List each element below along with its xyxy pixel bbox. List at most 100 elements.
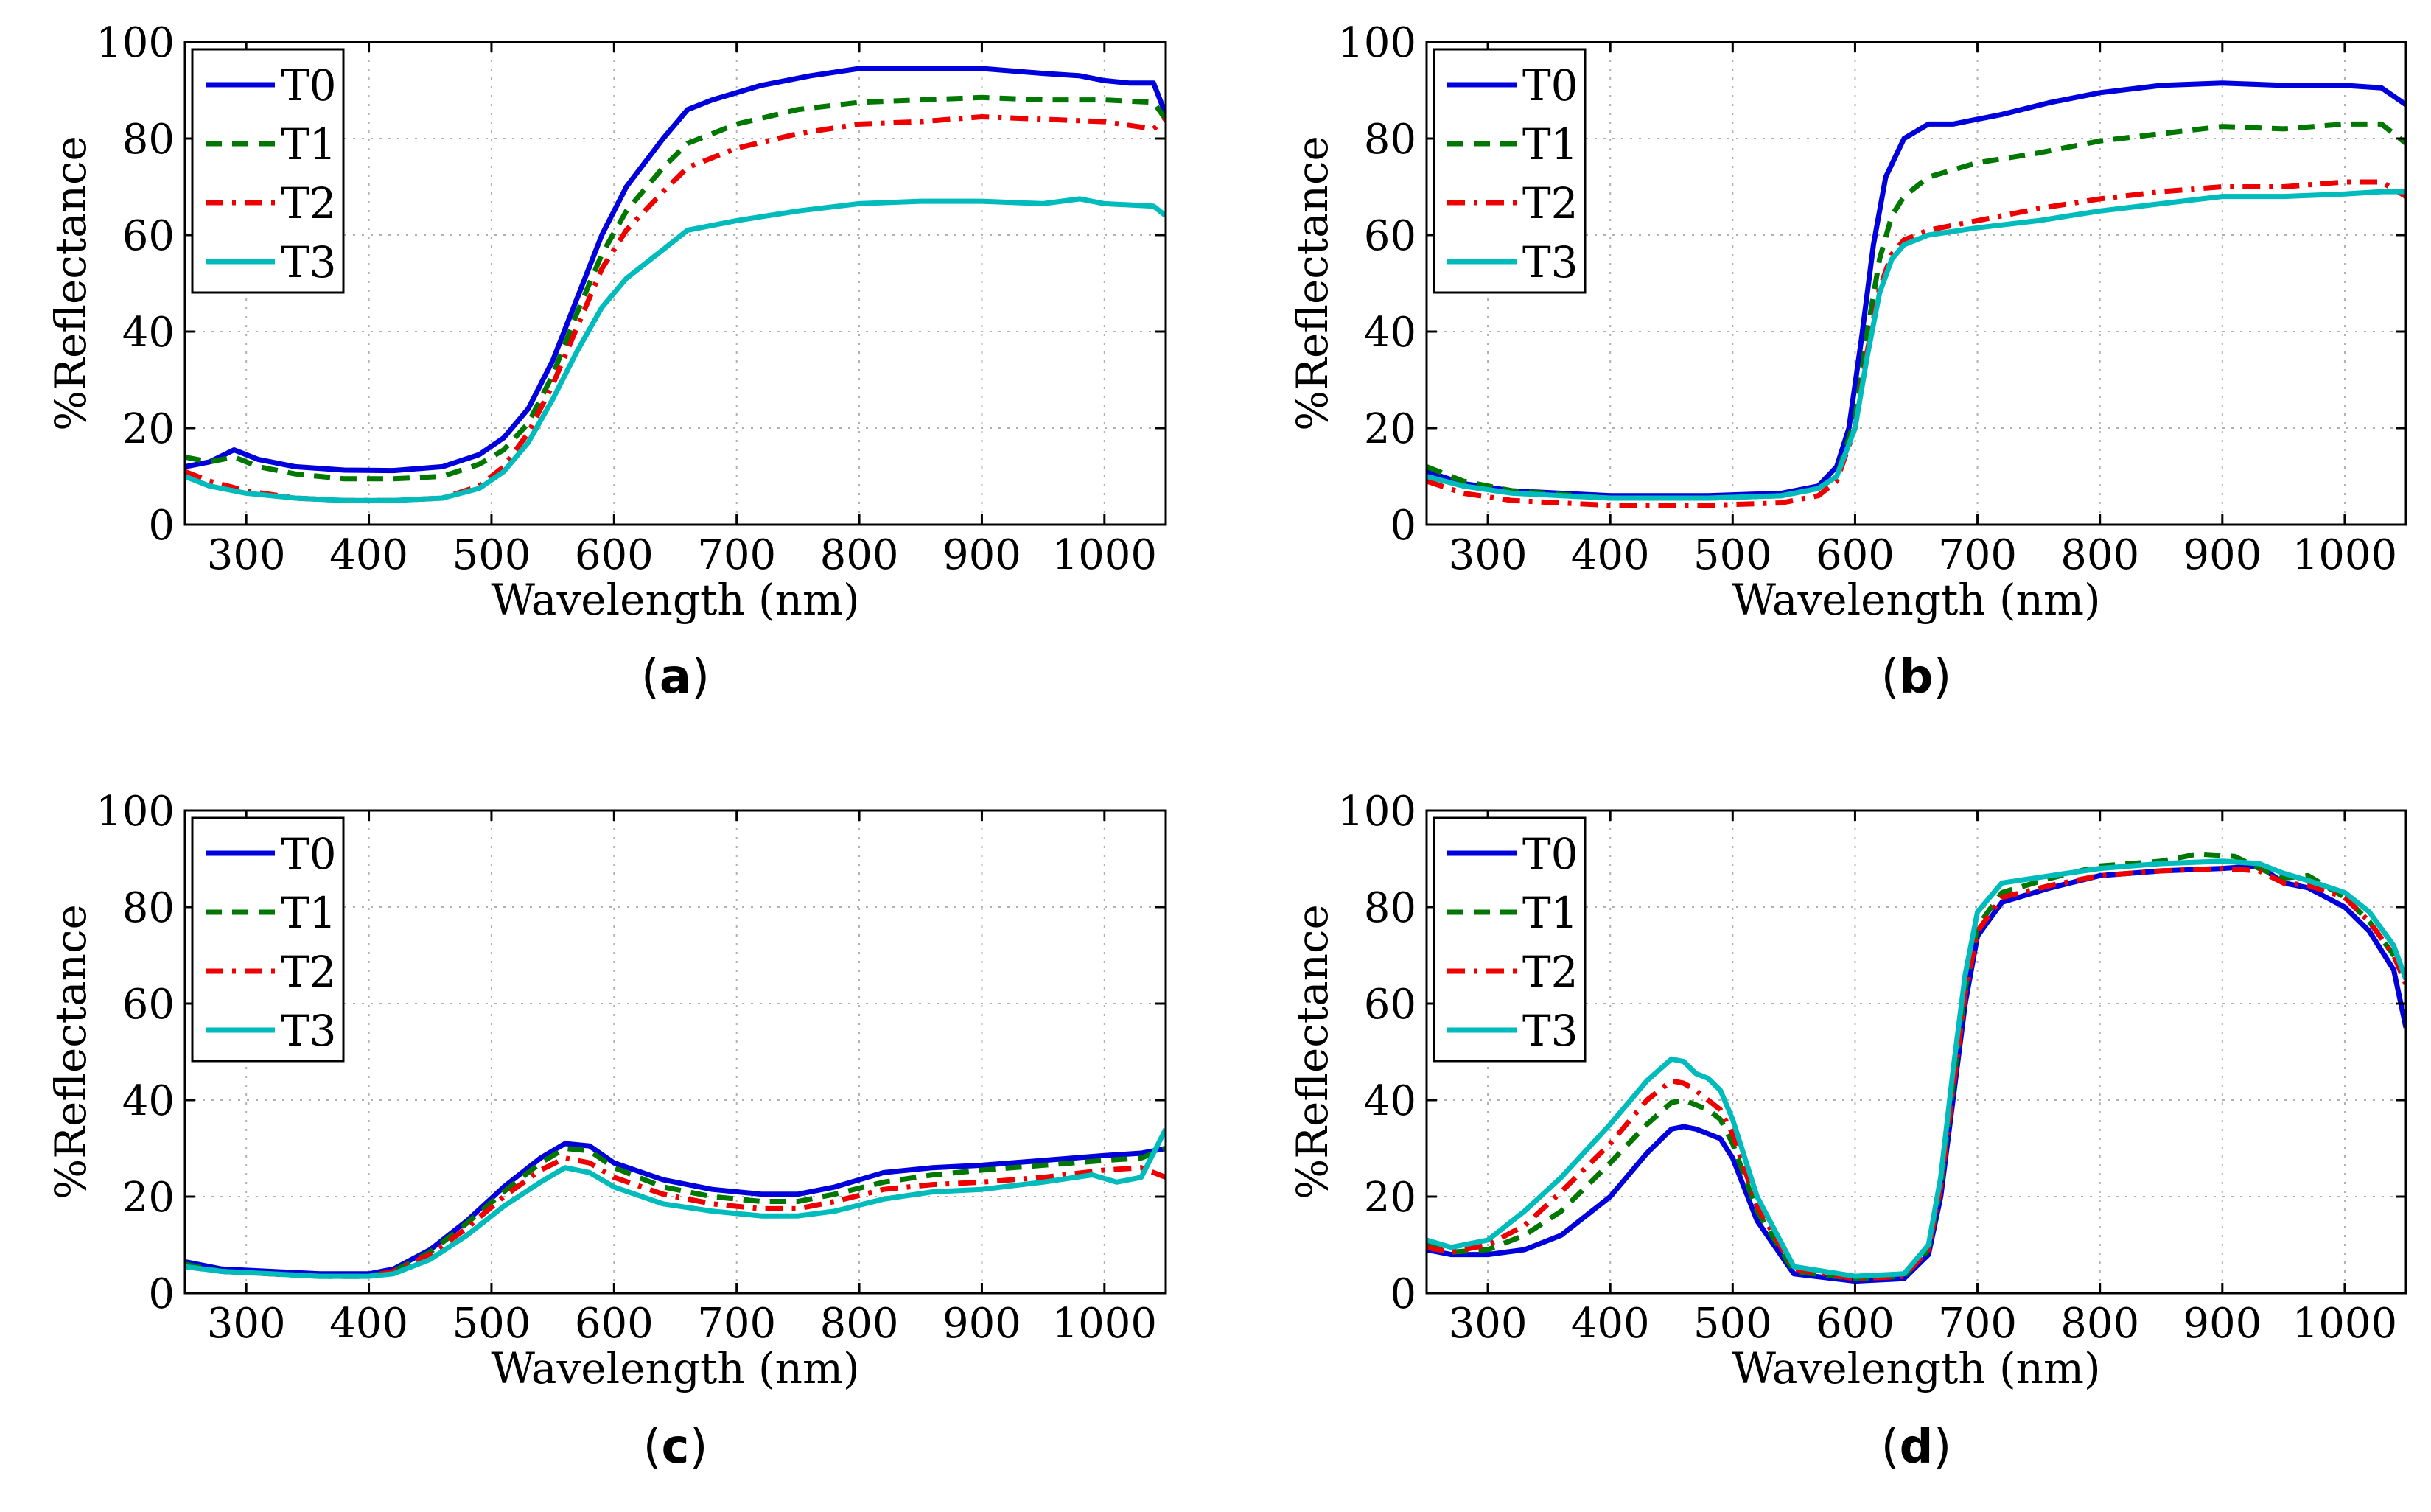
legend-label-t0: T0 — [1522, 60, 1578, 111]
y-tick-label: 100 — [96, 788, 175, 836]
y-tick-label: 40 — [122, 1077, 175, 1125]
x-tick-label: 1000 — [1052, 1300, 1158, 1348]
legend-c: T0 T1 T2 T3 — [191, 816, 345, 1063]
y-tick-label: 20 — [122, 1174, 175, 1222]
x-tick-label: 600 — [1816, 531, 1895, 579]
x-tick-label: 300 — [207, 531, 286, 579]
legend-b: T0 T1 T2 T3 — [1433, 48, 1587, 294]
series-group-a — [185, 66, 1166, 503]
series-line-t2 — [1427, 179, 2406, 508]
series-line-t2 — [185, 1155, 1166, 1279]
x-axis-label: Wavelength (nm) — [491, 575, 859, 625]
y-tick-label: 20 — [1364, 405, 1416, 453]
x-tick-label: 800 — [2060, 531, 2139, 579]
y-tick-label: 60 — [122, 212, 175, 260]
y-tick-label: 0 — [1390, 1270, 1416, 1318]
series-line-t1 — [185, 94, 1166, 482]
y-tick-label: 100 — [1337, 19, 1416, 67]
legend-label-t2: T2 — [281, 178, 337, 228]
x-tick-label: 400 — [329, 531, 408, 579]
x-tick-label: 500 — [452, 1300, 531, 1348]
x-tick-label: 1000 — [1052, 531, 1158, 579]
legend-label-t1: T1 — [1522, 888, 1578, 938]
x-tick-label: 700 — [1938, 1300, 2017, 1348]
x-tick-label: 900 — [2183, 531, 2262, 579]
x-tick-label: 800 — [820, 1300, 899, 1348]
legend-box — [1433, 48, 1587, 294]
series-group-c — [185, 1127, 1166, 1279]
y-tick-label: 80 — [122, 116, 175, 164]
y-tick-label: 0 — [1390, 502, 1416, 550]
series-line-t0 — [185, 1141, 1166, 1277]
panel-caption-c: (c) — [643, 1420, 708, 1474]
series-line-t1 — [185, 1146, 1166, 1279]
legend-label-t1: T1 — [1522, 119, 1578, 169]
panel-a: 300 400 500 600 700 800 900 1000 0 20 40 60 80 100 Wav… — [46, 19, 1167, 704]
x-tick-label: 300 — [1449, 531, 1528, 579]
legend-label-t3: T3 — [281, 1006, 337, 1056]
y-axis-label: %Reflectance — [1287, 136, 1337, 431]
y-tick-label: 0 — [148, 1270, 175, 1318]
x-axis-label: Wavelength (nm) — [491, 1343, 859, 1393]
series-group-d — [1427, 851, 2406, 1284]
series-line-t3 — [1427, 189, 2406, 501]
y-axis-label: %Reflectance — [46, 136, 96, 431]
axes-frame — [1425, 41, 2407, 526]
x-tick-label: 900 — [942, 1300, 1021, 1348]
legend-label-t3: T3 — [281, 237, 337, 287]
panel-b: 300 400 500 600 700 800 900 1000 0 20 40 60 80 100 Wav… — [1287, 19, 2407, 704]
y-tick-label: 20 — [122, 405, 175, 453]
legend-label-t0: T0 — [281, 829, 337, 879]
x-tick-label: 800 — [2060, 1300, 2139, 1348]
x-tick-label: 500 — [452, 531, 531, 579]
x-tick-label: 1000 — [2292, 1300, 2398, 1348]
y-tick-label: 40 — [122, 309, 175, 357]
legend-label-t3: T3 — [1522, 237, 1578, 287]
x-tick-label: 700 — [697, 1300, 776, 1348]
x-tick-label: 300 — [1449, 1300, 1528, 1348]
x-tick-label: 300 — [207, 1300, 286, 1348]
legend-label-t3: T3 — [1522, 1006, 1578, 1056]
x-tick-label: 400 — [329, 1300, 408, 1348]
panel-caption-d: (d) — [1881, 1420, 1952, 1474]
legend-box — [191, 48, 345, 294]
x-tick-label: 700 — [697, 531, 776, 579]
series-line-t3 — [185, 1127, 1166, 1279]
x-tick-label: 900 — [2183, 1300, 2262, 1348]
x-axis-label: Wavelength (nm) — [1732, 1343, 2100, 1393]
y-tick-label: 80 — [122, 884, 175, 932]
x-tick-label: 500 — [1693, 531, 1772, 579]
legend-label-t2: T2 — [281, 947, 337, 997]
legend-label-t0: T0 — [1522, 829, 1578, 879]
x-tick-label: 1000 — [2292, 531, 2398, 579]
series-line-t3 — [1427, 858, 2406, 1279]
y-tick-label: 60 — [1364, 212, 1416, 260]
y-tick-label: 60 — [122, 981, 175, 1029]
legend-a: T0 T1 T2 T3 — [191, 48, 345, 294]
axes-frame — [1425, 809, 2407, 1295]
x-tick-label: 700 — [1938, 531, 2017, 579]
y-tick-label: 80 — [1364, 884, 1416, 932]
y-tick-label: 60 — [1364, 981, 1416, 1029]
legend-box — [191, 816, 345, 1063]
legend-label-t2: T2 — [1522, 178, 1578, 228]
panel-c: 300 400 500 600 700 800 900 1000 0 20 40 60 80 100 Wav… — [46, 788, 1167, 1474]
y-tick-label: 80 — [1364, 116, 1416, 164]
y-axis-label: %Reflectance — [1287, 904, 1337, 1200]
y-tick-label: 100 — [1337, 788, 1416, 836]
legend-label-t1: T1 — [281, 888, 337, 938]
y-tick-label: 40 — [1364, 309, 1416, 357]
x-tick-label: 900 — [942, 531, 1021, 579]
x-tick-label: 400 — [1571, 1300, 1650, 1348]
x-tick-label: 600 — [575, 531, 654, 579]
x-tick-label: 500 — [1693, 1300, 1772, 1348]
y-tick-label: 100 — [96, 19, 175, 67]
y-tick-label: 0 — [148, 502, 175, 550]
legend-d: T0 T1 T2 T3 — [1433, 816, 1587, 1063]
series-line-t0 — [185, 66, 1166, 474]
y-tick-label: 20 — [1364, 1174, 1416, 1222]
legend-label-t2: T2 — [1522, 947, 1578, 997]
panel-caption-a: (a) — [641, 650, 710, 704]
